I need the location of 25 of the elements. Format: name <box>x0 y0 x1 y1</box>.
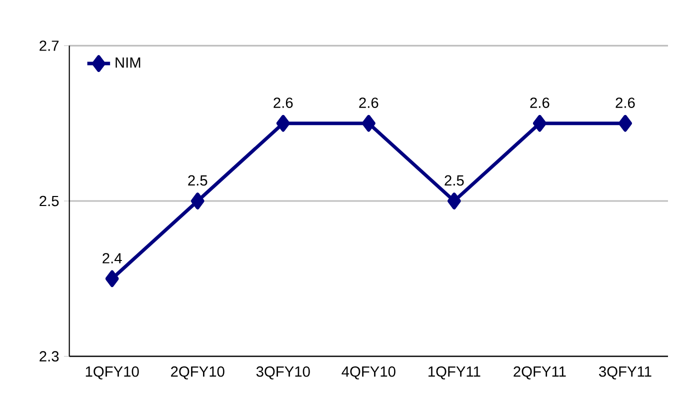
legend-label: NIM <box>116 58 140 68</box>
y-tick-label: 2.5 <box>40 196 59 206</box>
data-label: 2.6 <box>616 98 635 108</box>
point <box>276 114 290 132</box>
x-tick-label: 3QFY10 <box>256 366 310 380</box>
x-tick-label: 4QFY10 <box>342 366 396 380</box>
x-tick-label: 1QFY11 <box>428 366 480 380</box>
x-tick-label: 3QFY11 <box>599 366 652 380</box>
point <box>362 114 376 132</box>
point <box>190 192 204 210</box>
x-tick-label: 2QFY11 <box>514 366 566 380</box>
y-tick-label: 2.3 <box>40 351 59 362</box>
y-tick-label: 2.7 <box>40 40 59 51</box>
data-label: 2.5 <box>444 175 464 186</box>
point <box>618 114 632 132</box>
data-label: 2.5 <box>188 175 208 186</box>
point <box>447 192 461 210</box>
point <box>532 114 546 132</box>
data-label: 2.6 <box>359 98 378 108</box>
x-tick-label: 1QFY10 <box>86 366 139 380</box>
x-tick-label: 2QFY10 <box>171 366 224 380</box>
data-label: 2.4 <box>102 253 122 264</box>
point <box>105 270 119 288</box>
data-label: 2.6 <box>530 98 550 108</box>
data-label: 2.6 <box>274 98 293 108</box>
